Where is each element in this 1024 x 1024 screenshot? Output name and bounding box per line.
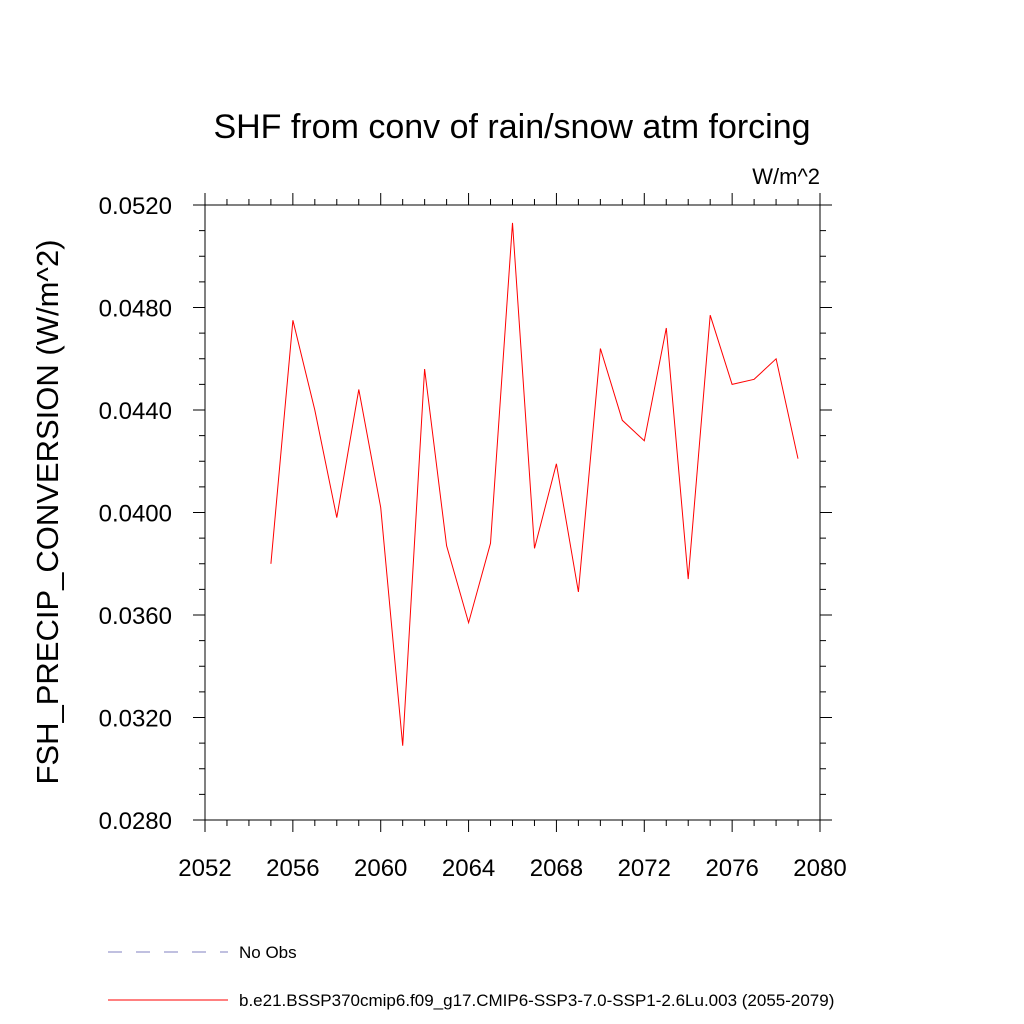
y-tick-label: 0.0440 bbox=[99, 398, 172, 425]
x-tick-label: 2064 bbox=[442, 855, 495, 882]
units-label: W/m^2 bbox=[752, 164, 820, 189]
y-tick-label: 0.0360 bbox=[99, 603, 172, 630]
y-axis-label: FSH_PRECIP_CONVERSION (W/m^2) bbox=[30, 239, 65, 784]
series-layer bbox=[270, 222, 799, 746]
y-tick-label: 0.0520 bbox=[99, 193, 172, 220]
x-tick-label: 2068 bbox=[530, 855, 583, 882]
legend: No Obs b.e21.BSSP370cmip6.f09_g17.CMIP6-S… bbox=[108, 943, 834, 1010]
x-tick-label: 2060 bbox=[354, 855, 407, 882]
x-tick-label: 2076 bbox=[705, 855, 758, 882]
legend-label-1: b.e21.BSSP370cmip6.f09_g17.CMIP6-SSP3-7.… bbox=[239, 991, 834, 1010]
y-tick-label: 0.0480 bbox=[99, 296, 172, 323]
axes: 2052 2056 2060 2064 2068 2072 2076 2080 0.0280 0.… bbox=[99, 193, 847, 882]
series-line-0 bbox=[270, 222, 799, 746]
y-tick-label: 0.0320 bbox=[99, 706, 172, 733]
x-tick-label: 2080 bbox=[793, 855, 846, 882]
x-tick-label: 2056 bbox=[266, 855, 319, 882]
y-tick-label: 0.0280 bbox=[99, 808, 172, 835]
x-tick-label: 2052 bbox=[178, 855, 231, 882]
chart-title: SHF from conv of rain/snow atm forcing bbox=[213, 108, 810, 146]
y-tick-label: 0.0400 bbox=[99, 501, 172, 528]
x-tick-label: 2072 bbox=[618, 855, 671, 882]
plot-frame bbox=[204, 204, 821, 821]
legend-label-0: No Obs bbox=[239, 943, 297, 962]
